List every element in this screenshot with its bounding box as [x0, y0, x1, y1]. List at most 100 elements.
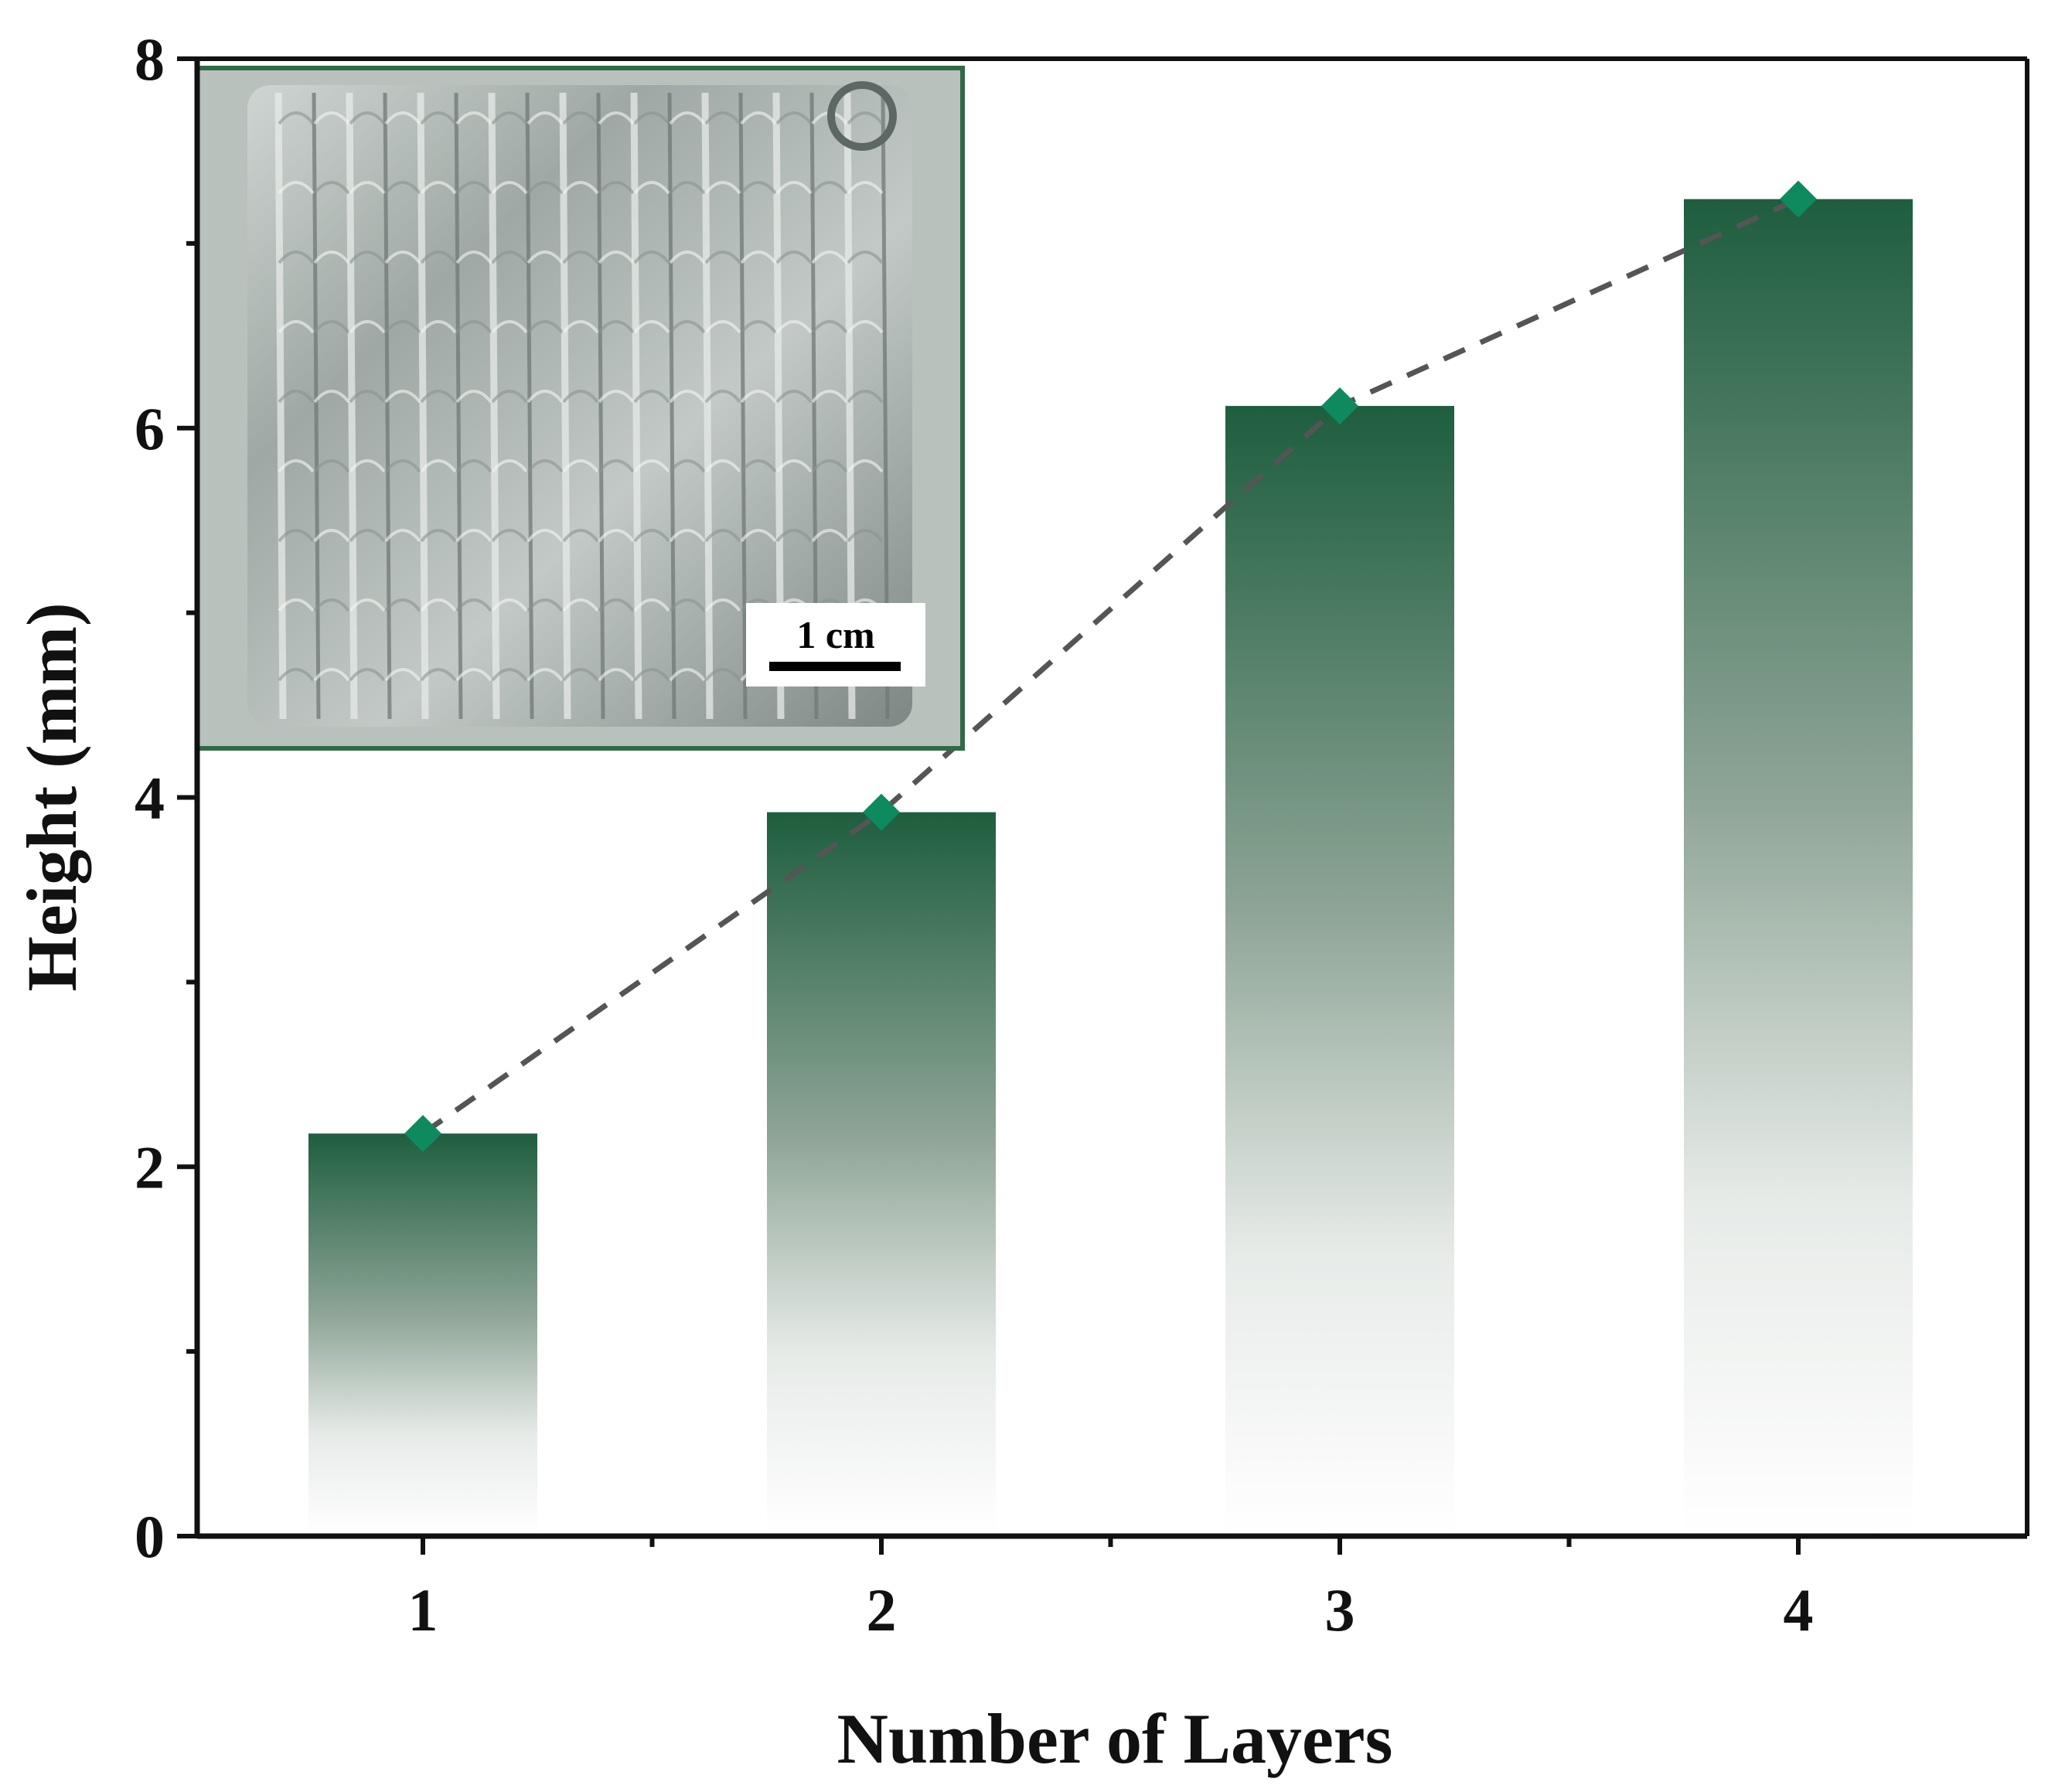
weld-bead-stripe: [701, 92, 714, 720]
marker-4: [1780, 180, 1817, 218]
weld-ripple: [455, 111, 492, 125]
weld-ripple: [455, 250, 492, 264]
weld-ripple: [420, 181, 457, 195]
weld-ripple: [526, 598, 564, 612]
weld-bead-stripe: [559, 92, 571, 720]
bars: [308, 199, 1913, 1537]
weld-ripple: [775, 529, 813, 543]
weld-ripple: [775, 111, 813, 125]
weld-ripple: [313, 390, 350, 404]
trend-line: [421, 196, 1800, 1136]
x-tick-label-4: 4: [1784, 1576, 1814, 1644]
weld-ripple: [811, 181, 848, 195]
weld-ripple: [562, 668, 599, 682]
weld-bead-stripes: [274, 92, 890, 720]
weld-ripple: [633, 390, 670, 404]
weld-ripple: [740, 181, 777, 195]
weld-ripple: [384, 320, 421, 334]
weld-ripple: [491, 390, 528, 404]
weld-ripple: [811, 529, 848, 543]
weld-ripple: [598, 390, 635, 404]
weld-ripple: [704, 111, 741, 125]
weld-ripple: [278, 181, 315, 195]
weld-ripple: [704, 459, 741, 473]
weld-ripple: [704, 598, 741, 612]
weld-ripple: [775, 250, 813, 264]
weld-ripple: [633, 598, 670, 612]
weld-ripple: [847, 181, 884, 195]
weld-bead-stripe: [274, 92, 287, 720]
weld-ripple: [420, 668, 457, 682]
weld-ripple: [669, 181, 706, 195]
y-tick-label-8: 8: [135, 26, 165, 93]
weld-ripple: [633, 250, 670, 264]
weld-ripple: [740, 111, 777, 125]
weld-ripple: [278, 390, 315, 404]
weld-ripple: [313, 598, 350, 612]
weld-ripple: [278, 111, 315, 125]
weld-ripple: [704, 181, 741, 195]
weld-ripple: [526, 459, 564, 473]
weld-ripple: [633, 668, 670, 682]
weld-ripple: [598, 529, 635, 543]
weld-ripple: [775, 459, 813, 473]
marker-3: [1321, 387, 1358, 425]
weld-ripple: [847, 250, 884, 264]
weld-ripple: [562, 390, 599, 404]
weld-ripple: [562, 181, 599, 195]
weld-ripple: [349, 529, 386, 543]
weld-ripple: [349, 598, 386, 612]
weld-ripple: [526, 668, 564, 682]
weld-ripple: [704, 529, 741, 543]
weld-ripple: [278, 529, 315, 543]
weld-ripple: [811, 250, 848, 264]
weld-ripple: [278, 598, 315, 612]
weld-bead-stripe: [454, 92, 463, 720]
weld-ripple: [384, 111, 421, 125]
weld-ripple: [384, 250, 421, 264]
weld-ripple: [775, 181, 813, 195]
weld-ripple: [669, 459, 706, 473]
weld-ripple: [313, 250, 350, 264]
weld-ripple: [384, 390, 421, 404]
weld-ripple: [491, 111, 528, 125]
weld-ripple: [598, 181, 635, 195]
weld-ripple: [847, 459, 884, 473]
weld-ripple: [455, 459, 492, 473]
weld-bead-stripe: [383, 92, 392, 720]
weld-ripple: [633, 529, 670, 543]
weld-ripple: [491, 181, 528, 195]
weld-ripple: [455, 598, 492, 612]
y-axis-title: Height (mm): [12, 602, 91, 991]
weld-ripple: [633, 459, 670, 473]
weld-ripple: [562, 111, 599, 125]
weld-ripple: [420, 390, 457, 404]
weld-ripple: [562, 320, 599, 334]
weld-ripple: [775, 390, 813, 404]
bar-1: [308, 1133, 537, 1536]
weld-ripple: [420, 320, 457, 334]
weld-ripple: [455, 181, 492, 195]
weld-ripple: [562, 459, 599, 473]
weld-ripple: [740, 320, 777, 334]
weld-ripple: [313, 111, 350, 125]
weld-ripple: [669, 598, 706, 612]
weld-ripple: [598, 668, 635, 682]
weld-ripple: [313, 181, 350, 195]
scale-bar-box: [746, 603, 925, 686]
weld-ripple: [562, 250, 599, 264]
weld-bead-stripe: [630, 92, 642, 720]
weld-ripple: [669, 668, 706, 682]
weld-ripple: [633, 111, 670, 125]
weld-ripple: [349, 181, 386, 195]
weld-bead-stripe: [596, 92, 605, 720]
weld-ripple: [598, 459, 635, 473]
inset-texture: [247, 81, 912, 727]
weld-ripple: [740, 459, 777, 473]
bar-2: [767, 812, 996, 1536]
weld-ripple: [740, 529, 777, 543]
weld-ripple: [349, 250, 386, 264]
weld-ripple: [669, 390, 706, 404]
weld-ripple: [669, 320, 706, 334]
weld-bead-stripe: [738, 92, 748, 720]
